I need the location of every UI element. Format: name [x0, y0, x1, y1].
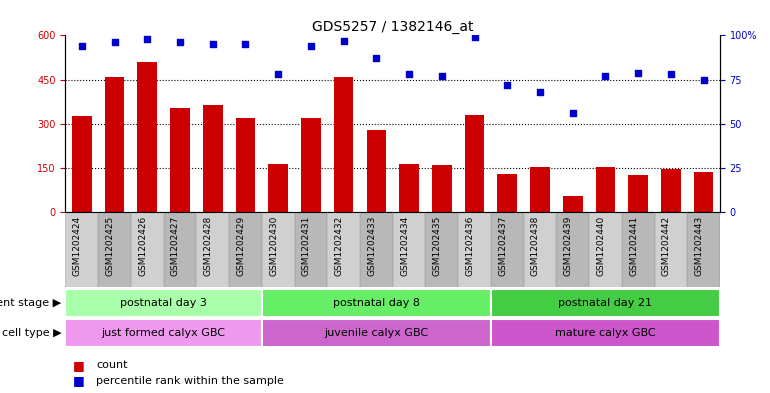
Point: [501, 82, 514, 88]
Bar: [393, 212, 425, 287]
Bar: [163, 212, 196, 287]
Text: GSM1202443: GSM1202443: [695, 216, 704, 276]
Point: [174, 39, 186, 46]
Text: GSM1202427: GSM1202427: [171, 216, 180, 276]
Text: GSM1202439: GSM1202439: [564, 216, 573, 276]
Point: [272, 71, 284, 77]
Point: [534, 89, 546, 95]
Bar: [399, 163, 419, 212]
Point: [436, 73, 448, 79]
Bar: [65, 212, 99, 287]
Bar: [556, 212, 589, 287]
Bar: [72, 116, 92, 212]
Bar: [694, 173, 713, 212]
Bar: [688, 212, 720, 287]
Bar: [105, 77, 124, 212]
Point: [632, 69, 644, 75]
Text: cell type ▶: cell type ▶: [2, 328, 62, 338]
Bar: [530, 167, 550, 212]
Text: count: count: [96, 360, 128, 370]
Bar: [491, 212, 524, 287]
Bar: [301, 118, 320, 212]
Text: GSM1202424: GSM1202424: [73, 216, 82, 276]
Text: GSM1202436: GSM1202436: [466, 216, 474, 276]
Bar: [595, 167, 615, 212]
Bar: [268, 163, 288, 212]
Text: GSM1202442: GSM1202442: [662, 216, 671, 276]
Bar: [628, 175, 648, 212]
Bar: [137, 62, 157, 212]
Bar: [262, 289, 491, 317]
Point: [599, 73, 611, 79]
Text: development stage ▶: development stage ▶: [0, 298, 62, 308]
Bar: [360, 212, 393, 287]
Point: [75, 43, 88, 49]
Point: [468, 34, 480, 40]
Bar: [65, 289, 262, 317]
Bar: [229, 212, 262, 287]
Text: GSM1202441: GSM1202441: [629, 216, 638, 276]
Bar: [262, 319, 491, 347]
Bar: [491, 319, 720, 347]
Bar: [99, 212, 131, 287]
Bar: [491, 289, 720, 317]
Text: mature calyx GBC: mature calyx GBC: [555, 328, 656, 338]
Text: GSM1202425: GSM1202425: [105, 216, 115, 276]
Text: ■: ■: [73, 358, 85, 372]
Text: GSM1202434: GSM1202434: [400, 216, 409, 276]
Bar: [563, 196, 582, 212]
Text: postnatal day 3: postnatal day 3: [120, 298, 207, 308]
Text: GSM1202440: GSM1202440: [597, 216, 605, 276]
Bar: [661, 169, 681, 212]
Point: [109, 39, 121, 46]
Bar: [622, 212, 654, 287]
Title: GDS5257 / 1382146_at: GDS5257 / 1382146_at: [312, 20, 474, 34]
Text: GSM1202428: GSM1202428: [204, 216, 213, 276]
Text: GSM1202433: GSM1202433: [367, 216, 377, 276]
Bar: [425, 212, 458, 287]
Text: percentile rank within the sample: percentile rank within the sample: [96, 376, 284, 386]
Bar: [458, 212, 491, 287]
Text: postnatal day 21: postnatal day 21: [558, 298, 652, 308]
Bar: [196, 212, 229, 287]
Bar: [432, 165, 451, 212]
Point: [567, 110, 579, 116]
Bar: [524, 212, 556, 287]
Bar: [464, 115, 484, 212]
Text: GSM1202429: GSM1202429: [236, 216, 246, 276]
Point: [305, 43, 317, 49]
Text: GSM1202431: GSM1202431: [302, 216, 311, 276]
Text: GSM1202438: GSM1202438: [531, 216, 540, 276]
Bar: [236, 118, 255, 212]
Text: juvenile calyx GBC: juvenile calyx GBC: [324, 328, 428, 338]
Point: [206, 41, 219, 47]
Bar: [203, 105, 223, 212]
Point: [337, 37, 350, 44]
Text: GSM1202426: GSM1202426: [139, 216, 147, 276]
Bar: [497, 174, 517, 212]
Bar: [170, 108, 189, 212]
Text: GSM1202430: GSM1202430: [270, 216, 278, 276]
Bar: [294, 212, 327, 287]
Bar: [131, 212, 163, 287]
Point: [141, 36, 153, 42]
Bar: [589, 212, 622, 287]
Text: GSM1202435: GSM1202435: [433, 216, 442, 276]
Text: ■: ■: [73, 374, 85, 387]
Text: GSM1202437: GSM1202437: [498, 216, 507, 276]
Point: [403, 71, 415, 77]
Point: [239, 41, 252, 47]
Bar: [333, 77, 353, 212]
Text: GSM1202432: GSM1202432: [335, 216, 343, 276]
Point: [665, 71, 677, 77]
Bar: [367, 130, 386, 212]
Bar: [65, 319, 262, 347]
Bar: [262, 212, 295, 287]
Text: postnatal day 8: postnatal day 8: [333, 298, 420, 308]
Bar: [654, 212, 688, 287]
Bar: [327, 212, 360, 287]
Point: [698, 76, 710, 83]
Point: [370, 55, 383, 61]
Text: just formed calyx GBC: just formed calyx GBC: [102, 328, 226, 338]
